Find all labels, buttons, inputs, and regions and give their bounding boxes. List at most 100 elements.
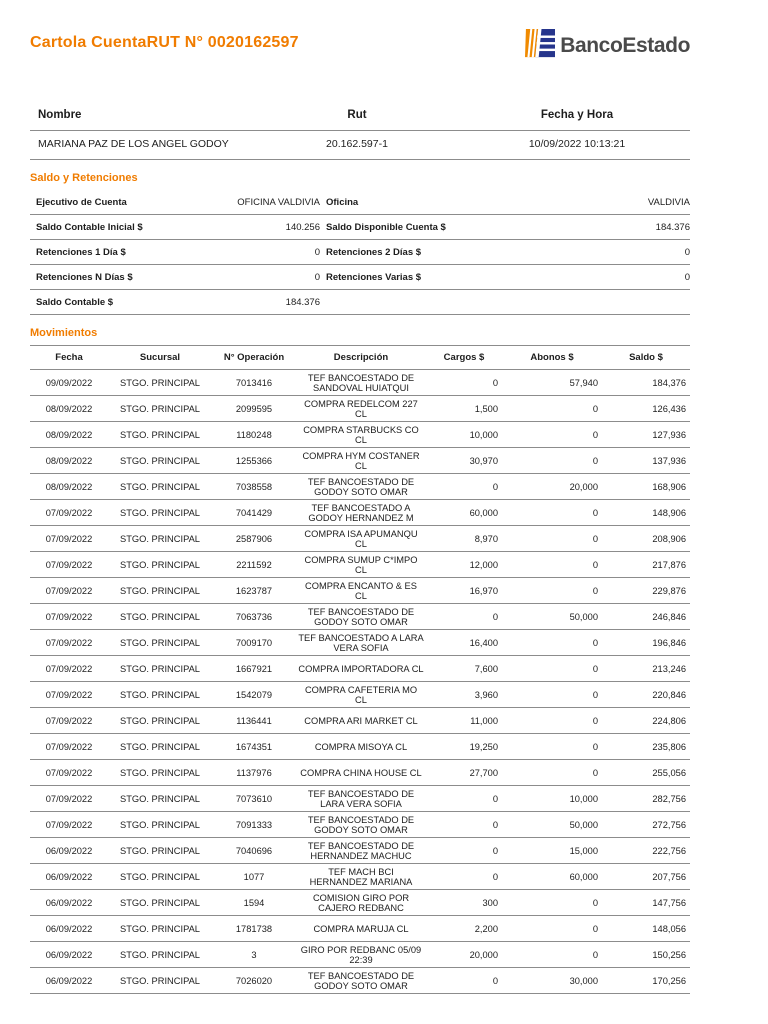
mov-cell-saldo: 229,876 <box>652 585 686 596</box>
table-row: 07/09/2022 STGO. PRINCIPAL 1542079 COMPRA C… <box>30 682 690 708</box>
mov-cell-operacion: 1667921 <box>235 663 273 674</box>
mov-cell-saldo: 196,846 <box>652 637 686 648</box>
account-value-fecha-hora: 10/09/2022 10:13:21 <box>464 131 690 160</box>
mov-cell-descripcion: COMPRA MARUJA CL <box>313 923 409 934</box>
brand-name: BancoEstado <box>560 33 690 57</box>
mov-cell-saldo: 224,806 <box>652 715 686 726</box>
mov-cell-fecha: 06/09/2022 <box>45 871 93 882</box>
mov-cell-fecha: 07/09/2022 <box>45 793 93 804</box>
table-row: 09/09/2022 STGO. PRINCIPAL 7013416 TEF BANC… <box>30 370 690 396</box>
mov-cell-operacion: 2587906 <box>235 533 273 544</box>
saldo-label: Oficina <box>326 196 359 208</box>
mov-cell-fecha: 07/09/2022 <box>45 741 93 752</box>
mov-cell-descripcion: COMPRA ISA APUMANQU CL <box>304 528 418 549</box>
mov-cell-saldo: 255,056 <box>652 767 686 778</box>
mov-cell-cargos: 0 <box>492 481 498 492</box>
mov-cell-operacion: 7091333 <box>235 819 273 830</box>
saldo-label: Retenciones 1 Día $ <box>36 246 126 258</box>
mov-cell-fecha: 07/09/2022 <box>45 819 93 830</box>
table-row: 07/09/2022 STGO. PRINCIPAL 1667921 COMPRA I… <box>30 656 690 682</box>
mov-cell-abonos: 60,000 <box>569 871 598 882</box>
mov-cell-descripcion: COMPRA SUMUP C*IMPO CL <box>304 554 418 575</box>
table-row: 07/09/2022 STGO. PRINCIPAL 2587906 COMPRA I… <box>30 526 690 552</box>
mov-cell-saldo: 282,756 <box>652 793 686 804</box>
mov-cell-saldo: 147,756 <box>652 897 686 908</box>
mov-cell-abonos: 0 <box>592 455 598 466</box>
mov-cell-descripcion: TEF BANCOESTADO DE SANDOVAL HUIATQUI <box>307 372 415 393</box>
mov-cell-descripcion: COMPRA CHINA HOUSE CL <box>300 767 422 778</box>
mov-cell-sucursal: STGO. PRINCIPAL <box>120 923 200 934</box>
mov-cell-fecha: 07/09/2022 <box>45 767 93 778</box>
mov-cell-fecha: 07/09/2022 <box>45 637 93 648</box>
saldo-table: Ejecutivo de Cuenta OFICINA VALDIVIA Ofici… <box>30 190 690 315</box>
mov-cell-operacion: 1077 <box>243 871 265 882</box>
mov-cell-descripcion: TEF BANCOESTADO DE GODOY SOTO OMAR <box>307 970 415 991</box>
mov-cell-abonos: 0 <box>592 949 598 960</box>
mov-cell-operacion: 7038558 <box>235 481 273 492</box>
mov-cell-fecha: 09/09/2022 <box>45 377 93 388</box>
mov-cell-saldo: 272,756 <box>652 819 686 830</box>
table-row: 06/09/2022 STGO. PRINCIPAL 1077 TEF MACH BC… <box>30 864 690 890</box>
mov-cell-abonos: 0 <box>592 923 598 934</box>
saldo-label: Retenciones 2 Días $ <box>326 246 422 258</box>
mov-cell-operacion: 7040696 <box>235 845 273 856</box>
mov-cell-descripcion: TEF BANCOESTADO DE GODOY SOTO OMAR <box>307 606 415 627</box>
mov-cell-descripcion: TEF BANCOESTADO DE LARA VERA SOFIA <box>307 788 415 809</box>
mov-cell-saldo: 220,846 <box>652 689 686 700</box>
col-abonos: Abonos $ <box>530 352 574 363</box>
mov-cell-saldo: 217,876 <box>652 559 686 570</box>
section-heading-movimientos: Movimientos <box>30 327 98 339</box>
mov-cell-fecha: 08/09/2022 <box>45 429 93 440</box>
saldo-value: 0 <box>684 271 690 283</box>
mov-cell-cargos: 19,250 <box>469 741 498 752</box>
document-page: Cartola CuentaRUT N° 0020162597 BancoEst… <box>30 26 690 994</box>
mov-cell-cargos: 0 <box>492 819 498 830</box>
col-cargos: Cargos $ <box>443 352 485 363</box>
mov-cell-operacion: 1137976 <box>236 767 272 778</box>
movimientos-table-body: 09/09/2022 STGO. PRINCIPAL 7013416 TEF BANC… <box>30 370 690 994</box>
mov-cell-fecha: 06/09/2022 <box>45 897 93 908</box>
mov-cell-sucursal: STGO. PRINCIPAL <box>120 533 200 544</box>
col-saldo: Saldo $ <box>629 352 663 363</box>
mov-cell-fecha: 08/09/2022 <box>45 455 93 466</box>
saldo-row: Retenciones 1 Día $ 0 Retenciones 2 Días $… <box>30 240 690 265</box>
table-row: 06/09/2022 STGO. PRINCIPAL 1594 COMISION GI… <box>30 890 690 916</box>
table-row: 08/09/2022 STGO. PRINCIPAL 1255366 COMPRA H… <box>30 448 690 474</box>
mov-cell-abonos: 0 <box>592 689 598 700</box>
mov-cell-abonos: 0 <box>592 507 598 518</box>
mov-cell-sucursal: STGO. PRINCIPAL <box>120 767 200 778</box>
mov-cell-abonos: 20,000 <box>569 481 598 492</box>
mov-cell-descripcion: COMPRA HYM COSTANER CL <box>302 450 420 471</box>
mov-cell-sucursal: STGO. PRINCIPAL <box>120 507 200 518</box>
table-row: 06/09/2022 STGO. PRINCIPAL 7026020 TEF BANC… <box>30 968 690 994</box>
mov-cell-saldo: 213,246 <box>652 663 686 674</box>
page-title: Cartola CuentaRUT N° 0020162597 <box>30 34 299 51</box>
mov-cell-fecha: 08/09/2022 <box>45 403 93 414</box>
saldo-value: 184.376 <box>655 221 690 233</box>
mov-cell-saldo: 208,906 <box>652 533 686 544</box>
mov-cell-sucursal: STGO. PRINCIPAL <box>120 663 200 674</box>
mov-cell-fecha: 07/09/2022 <box>45 507 93 518</box>
mov-cell-descripcion: COMPRA REDELCOM 227 CL <box>304 398 418 419</box>
mov-cell-sucursal: STGO. PRINCIPAL <box>120 949 200 960</box>
mov-cell-cargos: 12,000 <box>469 559 498 570</box>
brand-logo: BancoEstado <box>525 26 690 63</box>
mov-cell-operacion: 7013416 <box>235 377 273 388</box>
mov-cell-operacion: 7009170 <box>235 637 273 648</box>
mov-cell-operacion: 1594 <box>243 897 265 908</box>
mov-cell-descripcion: TEF BANCOESTADO DE GODOY SOTO OMAR <box>307 814 415 835</box>
table-row: 07/09/2022 STGO. PRINCIPAL 1136441 COMPRA A… <box>30 708 690 734</box>
mov-cell-descripcion: TEF BANCOESTADO DE GODOY SOTO OMAR <box>307 476 415 497</box>
mov-cell-fecha: 08/09/2022 <box>45 481 93 492</box>
mov-cell-operacion: 3 <box>251 949 257 960</box>
mov-cell-abonos: 10,000 <box>569 793 598 804</box>
saldo-row: Ejecutivo de Cuenta OFICINA VALDIVIA Ofici… <box>30 190 690 215</box>
mov-cell-sucursal: STGO. PRINCIPAL <box>120 715 200 726</box>
mov-cell-cargos: 27,700 <box>469 767 498 778</box>
mov-cell-operacion: 2211592 <box>236 559 272 570</box>
mov-cell-saldo: 170,256 <box>652 975 686 986</box>
mov-cell-fecha: 06/09/2022 <box>45 845 93 856</box>
saldo-row: Saldo Contable $ 184.376 <box>30 290 690 315</box>
mov-cell-cargos: 0 <box>492 975 498 986</box>
mov-cell-descripcion: GIRO POR REDBANC 05/09 22:39 <box>300 944 422 965</box>
